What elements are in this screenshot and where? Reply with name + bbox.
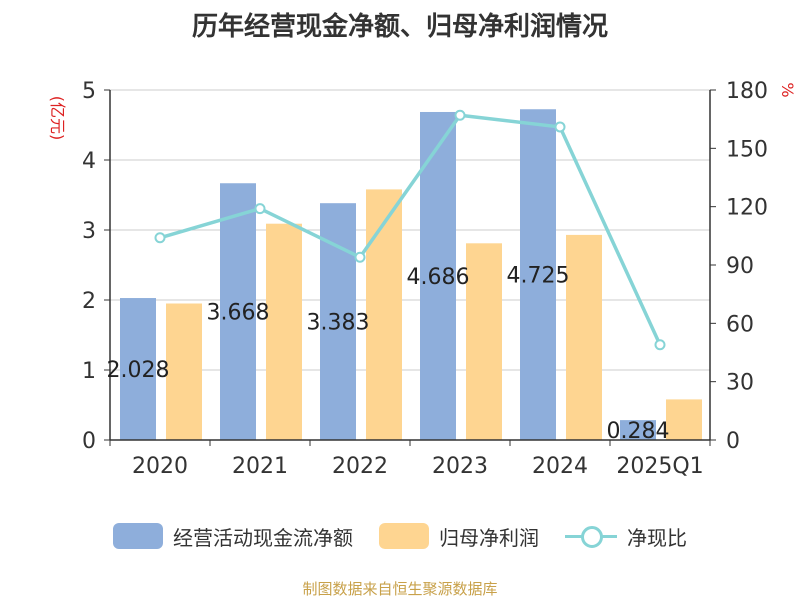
- bar-operating-cash-flow: [420, 111, 456, 440]
- bar-operating-cash-flow: [620, 420, 656, 440]
- y2-tick-label: 90: [726, 254, 754, 279]
- legend-swatch-bar-blue: [113, 523, 163, 549]
- y2-tick-label: 120: [726, 196, 768, 221]
- left-axis-unit: (亿元): [48, 96, 67, 141]
- x-tick-label: 2025Q1: [616, 454, 703, 479]
- bar-net-profit: [566, 234, 602, 440]
- data-label: 0.284: [607, 419, 670, 444]
- legend-item-operating-cash-flow[interactable]: 经营活动现金流净额: [113, 522, 353, 551]
- line-marks: [154, 109, 666, 351]
- x-tick-label: 2020: [132, 454, 188, 479]
- x-tick-label: 2023: [432, 454, 488, 479]
- y-tick-label: 5: [82, 79, 96, 104]
- y-tick-label: 0: [82, 429, 96, 454]
- legend-label: 经营活动现金流净额: [173, 525, 353, 550]
- y2-tick-label: 150: [726, 137, 768, 162]
- y-tick-label: 4: [82, 149, 96, 174]
- bar-net-profit: [166, 303, 202, 440]
- line-point-cash-ratio: [354, 251, 366, 263]
- line-cash-ratio: [159, 113, 662, 346]
- y2-tick-label: 180: [726, 79, 768, 104]
- line-point-cash-ratio: [554, 121, 566, 133]
- line-point-cash-ratio: [454, 109, 466, 121]
- data-label: 3.383: [307, 311, 370, 336]
- x-tick-label: 2021: [232, 454, 288, 479]
- source-note: 制图数据来自恒生聚源数据库: [302, 580, 498, 598]
- axes: 0 1 2 3 4 5 0 30 60 90 120 150 180 2020 2021 2022 2023 20…: [82, 79, 768, 479]
- legend-item-net-profit[interactable]: 归母净利润: [379, 522, 539, 551]
- data-label: 4.725: [507, 264, 570, 289]
- legend-label: 归母净利润: [439, 525, 539, 550]
- y-tick-label: 2: [82, 289, 96, 314]
- x-tick-label: 2022: [332, 454, 388, 479]
- bar-operating-cash-flow: [520, 109, 556, 440]
- bar-net-profit: [466, 243, 502, 440]
- bar-operating-cash-flow: [120, 298, 156, 440]
- grid-lines: [110, 89, 710, 371]
- data-label: 4.686: [407, 265, 470, 290]
- bar-net-profit: [366, 189, 402, 440]
- bar-operating-cash-flow: [320, 203, 356, 440]
- bar-marks: [120, 109, 702, 441]
- y2-tick-label: 0: [726, 429, 740, 454]
- line-point-cash-ratio: [154, 232, 166, 244]
- legend-item-cash-ratio[interactable]: 净现比: [565, 522, 687, 551]
- legend-swatch-line-icon: [565, 523, 617, 549]
- bar-net-profit: [666, 399, 702, 440]
- bar-operating-cash-flow: [220, 183, 256, 441]
- legend: 经营活动现金流净额 归母净利润 净现比: [0, 516, 800, 556]
- y2-tick-label: 30: [726, 371, 754, 396]
- line-point-cash-ratio: [654, 339, 666, 351]
- y-tick-label: 1: [82, 359, 96, 384]
- legend-swatch-bar-orange: [379, 523, 429, 549]
- data-labels: 2.028 3.668 3.383 4.686 4.725 0.284: [107, 264, 670, 444]
- y-tick-label: 3: [82, 219, 96, 244]
- line-point-cash-ratio: [254, 203, 266, 215]
- right-axis-unit: %: [778, 82, 797, 97]
- bar-net-profit: [266, 223, 302, 440]
- x-tick-label: 2024: [532, 454, 588, 479]
- data-label: 3.668: [207, 301, 270, 326]
- y2-tick-label: 60: [726, 312, 754, 337]
- chart-title: 历年经营现金净额、归母净利润情况: [191, 12, 608, 42]
- data-label: 2.028: [107, 358, 170, 383]
- legend-label: 净现比: [627, 525, 687, 550]
